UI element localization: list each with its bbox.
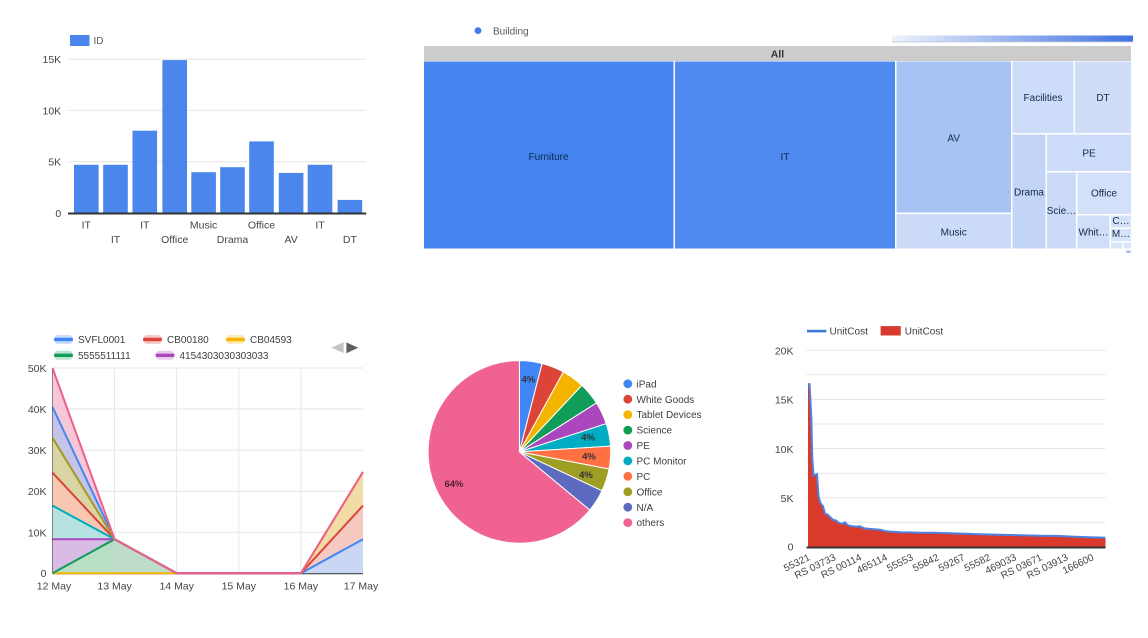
svg-text:10K: 10K [28,527,47,539]
svg-text:All: All [771,49,785,61]
svg-text:4%: 4% [579,470,593,481]
svg-text:Science: Science [637,426,673,437]
svg-text:59267: 59267 [937,552,967,574]
svg-text:50K: 50K [28,363,47,375]
svg-text:CB00180: CB00180 [167,335,209,346]
svg-text:55842: 55842 [911,552,941,574]
svg-text:Music: Music [190,220,217,232]
svg-text:Whit…: Whit… [1079,228,1109,239]
svg-text:PC Monitor: PC Monitor [637,457,688,468]
svg-text:15K: 15K [775,395,794,407]
svg-text:10K: 10K [775,444,794,456]
svg-text:Drama: Drama [1014,188,1044,199]
svg-text:4%: 4% [582,452,596,463]
svg-text:Music: Music [941,228,967,239]
svg-text:M…: M… [1112,229,1130,240]
svg-text:5K: 5K [48,157,61,169]
svg-text:15K: 15K [43,54,62,66]
svg-text:CB04593: CB04593 [250,335,292,346]
svg-text:Building: Building [493,27,529,38]
svg-text:iPad: iPad [637,379,657,390]
svg-text:SVFL0001: SVFL0001 [78,335,126,346]
svg-text:Office: Office [1091,189,1117,200]
svg-text:0: 0 [788,542,794,554]
svg-text:IT: IT [140,220,150,232]
svg-text:Scie…: Scie… [1047,206,1076,217]
svg-text:0: 0 [41,568,47,580]
svg-text:20K: 20K [775,346,794,358]
svg-text:40K: 40K [28,404,47,416]
svg-text:Tablet Devices: Tablet Devices [637,410,702,421]
svg-text:30K: 30K [28,445,47,457]
svg-text:5555511111: 5555511111 [78,351,131,362]
svg-text:17 May: 17 May [344,581,379,593]
svg-text:20K: 20K [28,486,47,498]
svg-text:IT: IT [781,152,790,163]
svg-text:Office: Office [637,487,663,498]
svg-text:Facilities: Facilities [1024,93,1063,104]
svg-text:Office: Office [161,234,188,246]
svg-text:4%: 4% [581,433,595,444]
svg-text:5K: 5K [781,493,794,505]
svg-text:Office: Office [248,220,275,232]
svg-text:DT: DT [1096,93,1109,104]
svg-text:55553: 55553 [885,552,915,574]
svg-text:13 May: 13 May [97,581,132,593]
svg-text:UnitCost: UnitCost [830,327,869,338]
svg-text:4154303030303033: 4154303030303033 [180,351,269,362]
svg-text:IT: IT [82,220,92,232]
svg-text:C…: C… [1112,216,1129,227]
svg-text:UnitCost: UnitCost [905,327,944,338]
svg-text:PE: PE [1082,149,1096,160]
svg-text:Furniture: Furniture [528,152,568,163]
svg-text:IT: IT [315,220,325,232]
svg-text:PC: PC [637,472,651,483]
svg-text:others: others [637,518,665,529]
svg-text:12 May: 12 May [37,581,72,593]
svg-text:15 May: 15 May [222,581,257,593]
svg-text:White Goods: White Goods [637,395,695,406]
svg-text:10K: 10K [43,105,62,117]
svg-text:16 May: 16 May [284,581,319,593]
svg-text:0: 0 [55,208,61,220]
svg-text:PE: PE [637,441,651,452]
svg-text:4%: 4% [522,375,536,386]
svg-text:Drama: Drama [217,234,249,246]
svg-text:AV: AV [284,234,297,246]
svg-text:N/A: N/A [637,503,654,514]
svg-text:64%: 64% [444,479,464,490]
svg-text:DT: DT [343,234,358,246]
svg-text:AV: AV [947,134,960,145]
svg-text:14 May: 14 May [159,581,194,593]
svg-text:ID: ID [94,36,104,47]
svg-text:IT: IT [111,234,121,246]
